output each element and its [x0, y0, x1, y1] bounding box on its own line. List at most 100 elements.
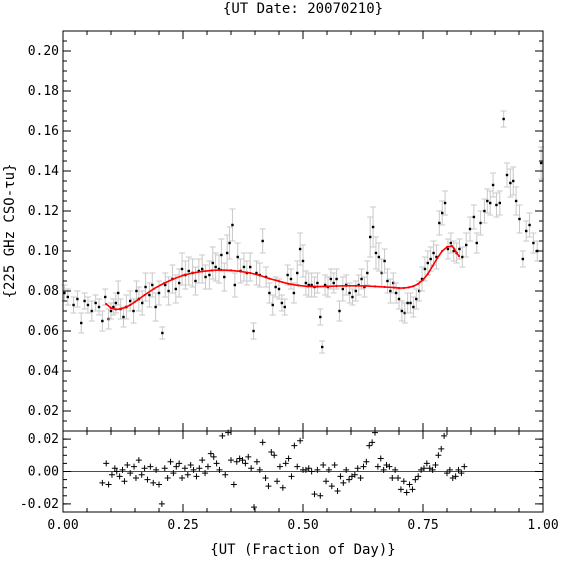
data-point	[187, 269, 190, 273]
y-tick-label: 0.14	[28, 164, 59, 179]
data-point	[525, 229, 528, 233]
data-point	[406, 301, 409, 305]
residual-point	[228, 457, 234, 464]
data-point	[420, 277, 424, 281]
fit-curve-point	[335, 284, 338, 288]
data-point	[129, 299, 132, 303]
data-point	[505, 173, 509, 177]
data-point	[286, 273, 289, 277]
data-point	[220, 253, 223, 257]
data-point	[429, 257, 432, 261]
fit-curve-point	[258, 274, 261, 277]
residual-point	[294, 463, 301, 470]
fit-curve-point	[119, 307, 122, 311]
data-point	[114, 301, 117, 305]
data-point	[249, 265, 252, 269]
fit-curve-point	[162, 282, 165, 285]
fit-curve-point	[124, 306, 127, 309]
data-point	[409, 301, 412, 305]
residual-point	[262, 474, 269, 481]
residual-point	[291, 442, 298, 449]
residual-point	[452, 473, 459, 480]
data-point	[180, 267, 184, 271]
data-point	[495, 203, 498, 207]
residual-point	[363, 458, 370, 465]
residual-point	[380, 466, 387, 473]
data-point	[512, 179, 515, 183]
data-point	[465, 243, 468, 247]
data-point	[283, 305, 286, 309]
x-tick-label: 0.00	[47, 518, 78, 533]
y-tick-label: -0.02	[20, 497, 59, 512]
fit-curve-point	[417, 282, 420, 285]
data-point	[360, 277, 363, 281]
x-axis-title: {UT (Fraction of Day)}	[210, 542, 395, 558]
fit-curve-point	[210, 269, 213, 272]
data-point	[528, 223, 531, 227]
data-point	[363, 285, 366, 289]
fit-curve-point	[402, 286, 405, 290]
residual-point	[331, 462, 338, 469]
y-tick-label: 0.18	[28, 84, 59, 99]
residual-point	[400, 478, 407, 485]
residual-point	[374, 463, 381, 470]
residual-point	[395, 474, 402, 481]
residual-point	[199, 457, 206, 464]
data-point	[164, 283, 167, 287]
fit-curve-point	[229, 269, 233, 272]
data-point	[204, 275, 207, 279]
residual-point	[308, 468, 315, 475]
data-point	[377, 255, 381, 259]
data-point	[452, 249, 455, 253]
data-point	[458, 247, 461, 251]
fit-curve-point	[181, 274, 185, 277]
data-point	[228, 241, 231, 245]
data-point	[514, 199, 518, 203]
y-tick-label: 0.10	[28, 244, 59, 259]
data-point	[486, 199, 489, 203]
residual-point	[265, 483, 272, 490]
fit-curve-point	[133, 300, 137, 303]
data-point	[386, 279, 389, 283]
residual-point	[458, 470, 465, 477]
fit-curve-point	[239, 270, 242, 273]
fit-curve-point	[407, 286, 410, 289]
residual-point	[187, 462, 194, 469]
data-point	[307, 283, 310, 287]
data-point	[304, 281, 308, 285]
residual-point	[153, 466, 160, 473]
residual-point	[239, 457, 246, 464]
data-point	[255, 271, 258, 275]
residual-point	[127, 470, 134, 477]
fit-curve-point	[316, 285, 319, 288]
fit-curve-point	[383, 285, 386, 289]
residual-point	[406, 481, 413, 488]
fit-curve-point	[457, 254, 461, 258]
data-point	[369, 235, 372, 239]
data-point	[194, 279, 197, 283]
residual-point	[314, 466, 321, 473]
data-point	[301, 259, 305, 263]
fit-curve-point	[431, 264, 434, 268]
fit-curve-point	[105, 302, 108, 306]
data-point	[197, 269, 201, 273]
data-point	[366, 271, 369, 275]
data-point	[271, 303, 274, 307]
x-tick-label: 0.50	[287, 518, 318, 533]
fit-curve-point	[201, 270, 204, 273]
residual-point	[121, 478, 128, 485]
residual-point	[317, 492, 324, 499]
fit-curve-point	[455, 251, 458, 255]
data-point	[423, 267, 427, 271]
data-point	[539, 161, 543, 165]
residual-panel: -0.02 0.00 0.02 0.00 0.25 0.50 0.75 1.00	[20, 429, 559, 533]
residual-point	[276, 463, 283, 470]
residual-point	[334, 487, 341, 494]
residual-point	[325, 466, 332, 473]
residual-point	[435, 452, 442, 459]
data-point	[468, 227, 472, 231]
data-point	[122, 315, 125, 319]
residual-point	[253, 458, 260, 465]
data-point	[521, 257, 525, 261]
data-point	[112, 305, 115, 309]
